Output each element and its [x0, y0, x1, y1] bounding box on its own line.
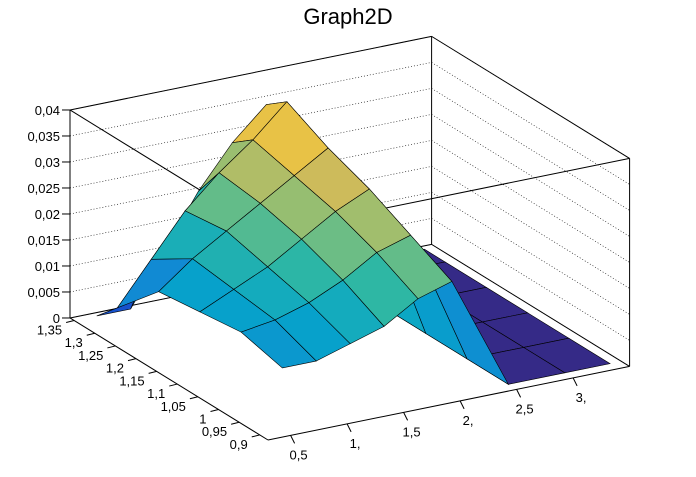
x-axis	[267, 365, 630, 441]
z-tick-label: 0,005	[27, 285, 60, 300]
tick-mark	[169, 383, 178, 387]
z-tick-label: 0,035	[27, 129, 60, 144]
chart-title: Graph2D	[303, 4, 392, 29]
tick-mark	[459, 400, 465, 410]
tick-mark	[403, 412, 409, 421]
z-tick-label: 0,04	[35, 103, 60, 118]
tick-mark	[66, 320, 75, 324]
surface-cell	[240, 319, 317, 369]
box-edge	[431, 243, 630, 367]
tick-mark	[127, 358, 137, 362]
y-tick-label: 1,25	[78, 348, 103, 363]
tick-mark	[231, 421, 240, 425]
tick-mark	[572, 377, 578, 387]
x-tick-label: 2,	[463, 413, 474, 428]
grid-line	[69, 88, 630, 211]
tick-mark	[86, 332, 95, 336]
y-tick-label: 1,3	[65, 335, 83, 350]
y-tick-label: 0,95	[202, 424, 227, 439]
tick-mark	[251, 434, 260, 438]
tick-mark	[210, 409, 219, 412]
y-tick-label: 1,1	[147, 386, 165, 401]
z-tick-label: 0,02	[35, 207, 60, 222]
y-tick-label: 1,05	[161, 399, 186, 414]
tick-mark	[346, 423, 352, 433]
x-tick-label: 3,	[576, 390, 587, 405]
y-axis	[69, 317, 269, 441]
grid-line	[69, 62, 630, 185]
box-edge	[69, 35, 432, 111]
z-tick-label: 0,03	[35, 155, 60, 170]
y-tick-label: 1	[199, 411, 206, 426]
y-tick-label: 1,35	[37, 323, 62, 338]
tick-mark	[290, 435, 296, 444]
y-tick-label: 0,9	[230, 437, 248, 452]
grid-line	[69, 36, 630, 159]
tick-mark	[189, 396, 198, 400]
z-tick-label: 0,01	[35, 259, 60, 274]
z-tick-label: 0,025	[27, 181, 60, 196]
x-tick-label: 1,	[350, 436, 361, 451]
z-tick-label: 0	[53, 311, 60, 326]
tick-mark	[148, 370, 157, 374]
y-tick-label: 1,15	[119, 373, 144, 388]
tick-mark	[516, 389, 522, 398]
grid-line	[69, 114, 630, 237]
y-tick-label: 1,2	[106, 361, 124, 376]
tick-mark	[107, 345, 116, 349]
grid-line	[69, 140, 630, 263]
x-tick-label: 2,5	[516, 401, 534, 416]
x-tick-label: 1,5	[403, 424, 421, 439]
box-edge	[431, 35, 630, 159]
x-tick-label: 0,5	[290, 447, 308, 462]
z-tick-label: 0,015	[27, 233, 60, 248]
